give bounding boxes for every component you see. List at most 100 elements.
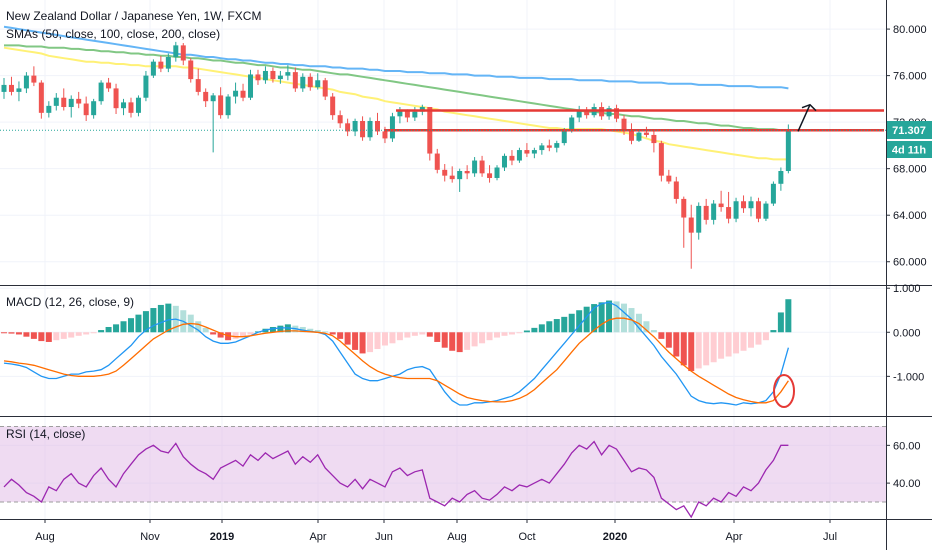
candle-body[interactable]	[614, 108, 620, 119]
candle-body[interactable]	[292, 72, 298, 89]
macd-legend[interactable]: MACD (12, 26, close, 9)	[6, 295, 134, 309]
candle-body[interactable]	[16, 88, 22, 92]
candle-body[interactable]	[449, 175, 455, 180]
candle-body[interactable]	[524, 150, 530, 154]
candle-body[interactable]	[8, 84, 14, 92]
rsi-legend[interactable]: RSI (14, close)	[6, 427, 85, 441]
arrow-head[interactable]	[801, 103, 817, 112]
candle-body[interactable]	[98, 82, 104, 102]
candle-body[interactable]	[509, 155, 515, 161]
candle-body[interactable]	[442, 169, 448, 176]
sma-legend[interactable]: SMAs (50, close, 100, close, 200, close)	[6, 27, 220, 41]
candle-body[interactable]	[531, 150, 537, 154]
candle-body[interactable]	[741, 201, 747, 209]
candle-body[interactable]	[703, 205, 709, 220]
candle-body[interactable]	[539, 145, 545, 151]
candle-body[interactable]	[158, 61, 164, 69]
candle-body[interactable]	[681, 198, 687, 218]
candle-body[interactable]	[397, 110, 403, 117]
candle-body[interactable]	[479, 160, 485, 174]
candle-body[interactable]	[696, 205, 702, 233]
candle-body[interactable]	[210, 95, 216, 102]
candle-body[interactable]	[68, 98, 74, 108]
candle-body[interactable]	[330, 96, 336, 116]
candle-body[interactable]	[643, 132, 649, 135]
candle-body[interactable]	[389, 116, 395, 139]
candle-body[interactable]	[561, 130, 567, 144]
candle-body[interactable]	[464, 171, 470, 174]
candle-body[interactable]	[576, 110, 582, 118]
candle-body[interactable]	[61, 97, 67, 108]
time-axis[interactable]: Aug Nov 2019 Apr Jun Aug Oct 2020 Apr Jul	[35, 519, 837, 543]
candle-body[interactable]	[501, 155, 507, 168]
candle-body[interactable]	[375, 120, 380, 132]
candle-body[interactable]	[91, 101, 97, 116]
candle-body[interactable]	[785, 130, 791, 171]
candle-body[interactable]	[516, 150, 522, 161]
drawing-annotations[interactable]	[0, 103, 886, 132]
candle-body[interactable]	[688, 217, 694, 233]
candle-body[interactable]	[711, 203, 717, 220]
candle-body[interactable]	[352, 120, 358, 132]
candle-body[interactable]	[337, 115, 343, 124]
candle-body[interactable]	[180, 45, 186, 61]
candle-body[interactable]	[150, 61, 156, 76]
candle-body[interactable]	[457, 171, 463, 180]
candle-body[interactable]	[584, 110, 590, 116]
candle-body[interactable]	[31, 75, 37, 83]
candle-body[interactable]	[233, 90, 239, 97]
candle-body[interactable]	[472, 160, 478, 174]
candle-body[interactable]	[195, 79, 201, 92]
candle-body[interactable]	[143, 75, 149, 98]
candle-body[interactable]	[628, 131, 634, 141]
candle-body[interactable]	[38, 82, 44, 113]
candle-body[interactable]	[113, 88, 119, 109]
candle-body[interactable]	[621, 118, 627, 132]
candle-body[interactable]	[494, 167, 500, 178]
candle-body[interactable]	[554, 143, 560, 148]
candle-body[interactable]	[83, 103, 89, 116]
candle-body[interactable]	[763, 203, 769, 219]
candle-body[interactable]	[46, 105, 52, 113]
candle-body[interactable]	[345, 123, 351, 132]
candle-body[interactable]	[367, 120, 373, 138]
candle-body[interactable]	[360, 120, 366, 138]
candle-body[interactable]	[262, 70, 268, 81]
candlestick-series[interactable]	[1, 41, 791, 269]
candle-body[interactable]	[128, 102, 134, 113]
candle-body[interactable]	[218, 95, 224, 116]
candle-body[interactable]	[76, 98, 82, 104]
candle-body[interactable]	[755, 201, 761, 219]
arrow-line[interactable]	[797, 104, 811, 132]
candle-body[interactable]	[322, 80, 328, 97]
candle-body[interactable]	[106, 82, 112, 89]
candle-body[interactable]	[173, 45, 179, 57]
rsi-pane[interactable]	[3, 440, 789, 519]
candle-body[interactable]	[300, 76, 306, 89]
candle-body[interactable]	[255, 74, 261, 81]
candle-body[interactable]	[412, 111, 418, 118]
candle-body[interactable]	[487, 173, 493, 178]
candle-body[interactable]	[315, 80, 321, 88]
candle-body[interactable]	[203, 91, 209, 102]
candle-body[interactable]	[135, 97, 141, 113]
candle-body[interactable]	[188, 60, 194, 80]
candle-body[interactable]	[225, 96, 231, 116]
candle-body[interactable]	[248, 74, 254, 98]
candle-body[interactable]	[569, 117, 575, 131]
macd-pane[interactable]	[1, 299, 795, 408]
candle-body[interactable]	[121, 102, 127, 109]
candle-body[interactable]	[434, 153, 440, 170]
candle-body[interactable]	[285, 72, 291, 76]
candle-body[interactable]	[53, 97, 59, 106]
candle-body[interactable]	[718, 203, 724, 208]
candle-body[interactable]	[658, 143, 664, 176]
candle-body[interactable]	[636, 132, 642, 141]
candle-body[interactable]	[240, 90, 246, 98]
candle-body[interactable]	[270, 70, 276, 80]
candle-body[interactable]	[666, 175, 672, 182]
candle-body[interactable]	[546, 145, 552, 148]
highlight-ellipse[interactable]	[773, 374, 795, 408]
candle-body[interactable]	[673, 181, 679, 199]
